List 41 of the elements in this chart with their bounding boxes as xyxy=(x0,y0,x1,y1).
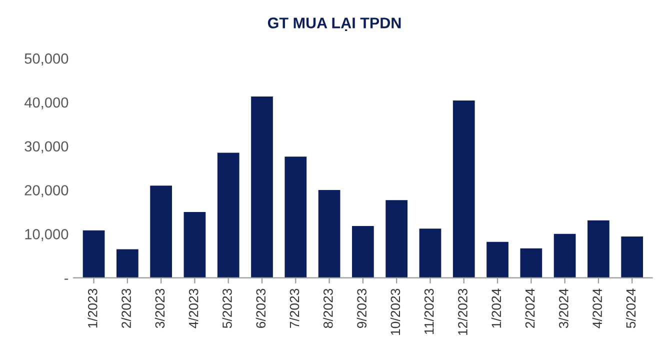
bar xyxy=(386,200,408,278)
bar xyxy=(554,234,576,278)
y-tick-label: 50,000 xyxy=(24,53,68,66)
bar xyxy=(452,100,475,278)
x-tick-label: 12/2023 xyxy=(458,288,468,335)
bar xyxy=(419,228,442,278)
x-tick-label: 2/2024 xyxy=(525,288,535,328)
bar xyxy=(217,152,240,278)
bar xyxy=(150,186,172,278)
bar xyxy=(251,96,273,278)
bar xyxy=(284,156,307,278)
y-tick-label: 10,000 xyxy=(25,229,68,242)
x-tick-label: 11/2023 xyxy=(424,288,434,334)
bar xyxy=(588,220,610,278)
y-tick-label: 20,000 xyxy=(24,185,68,198)
x-tick-label: 4/2023 xyxy=(188,288,198,328)
y-tick-label: 30,000 xyxy=(24,141,68,154)
bar xyxy=(318,190,340,278)
x-tick-label: 5/2023 xyxy=(222,288,232,328)
bar xyxy=(82,230,105,278)
y-tick-label: 40,000 xyxy=(24,97,68,110)
x-tick-label: 1/2023 xyxy=(88,288,98,328)
x-tick-label: 3/2023 xyxy=(154,288,165,328)
x-tick-label: 3/2024 xyxy=(558,288,568,328)
x-tick-label: 5/2024 xyxy=(626,288,636,328)
x-tick-label: 4/2024 xyxy=(592,288,602,328)
bar xyxy=(352,226,374,278)
bar xyxy=(621,236,644,278)
x-tick-label: 7/2023 xyxy=(289,288,300,328)
bar xyxy=(116,249,138,278)
x-tick-label: 1/2024 xyxy=(491,288,502,328)
x-tick-label: 9/2023 xyxy=(356,288,366,328)
x-tick-label: 8/2023 xyxy=(323,288,333,328)
bar xyxy=(520,248,542,278)
x-tick-label: 6/2023 xyxy=(256,288,266,328)
x-tick-label: 2/2023 xyxy=(121,288,131,328)
bar xyxy=(184,212,206,278)
x-tick-label: 10/2023 xyxy=(390,288,400,335)
chart-title: GT MUA LẠI TPDN xyxy=(268,18,401,31)
y-tick-label: - xyxy=(64,278,68,280)
bar xyxy=(486,242,508,278)
